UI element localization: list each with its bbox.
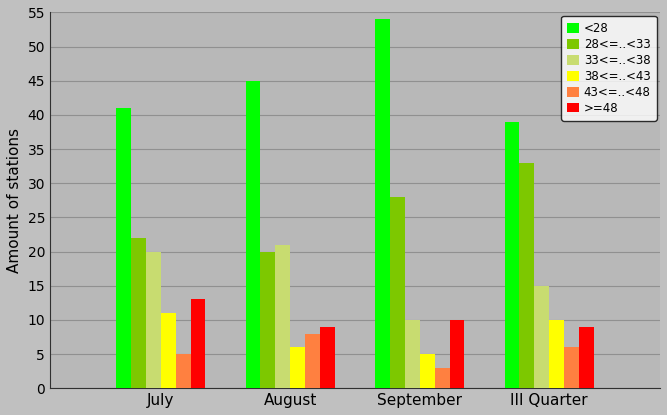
Bar [520, 163, 534, 388]
Bar [116, 108, 131, 388]
Bar [305, 334, 320, 388]
Bar [450, 320, 464, 388]
Bar [175, 354, 191, 388]
Y-axis label: Amount of stations: Amount of stations [7, 128, 22, 273]
Bar [146, 251, 161, 388]
Bar [534, 286, 549, 388]
Bar [505, 122, 520, 388]
Bar [564, 347, 579, 388]
Bar [261, 251, 275, 388]
Bar [405, 320, 420, 388]
Bar [375, 19, 390, 388]
Bar [420, 354, 435, 388]
Bar [320, 327, 335, 388]
Bar [390, 197, 405, 388]
Bar [275, 245, 290, 388]
Bar [131, 238, 146, 388]
Bar [245, 81, 261, 388]
Bar [579, 327, 594, 388]
Bar [290, 347, 305, 388]
Bar [549, 320, 564, 388]
Bar [435, 368, 450, 388]
Bar [161, 313, 175, 388]
Bar [191, 299, 205, 388]
Legend: <28, 28<=..<33, 33<=..<38, 38<=..<43, 43<=..<48, >=48: <28, 28<=..<33, 33<=..<38, 38<=..<43, 43… [562, 16, 656, 120]
